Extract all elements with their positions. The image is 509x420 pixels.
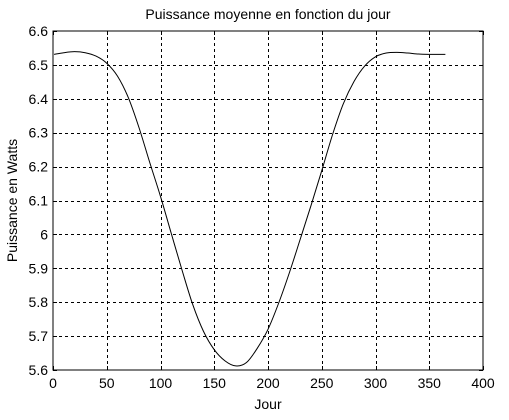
x-tick-label: 0 xyxy=(49,375,57,391)
data-series xyxy=(53,51,446,367)
y-tick-label: 6.5 xyxy=(29,57,49,73)
y-tick-label: 5.6 xyxy=(29,362,49,378)
x-tick-label: 100 xyxy=(149,375,173,391)
y-tick-label: 5.7 xyxy=(29,328,49,344)
plot-frame xyxy=(52,30,484,371)
y-tick-label: 6 xyxy=(40,226,48,242)
x-tick-label: 400 xyxy=(471,375,495,391)
y-tick-label: 6.3 xyxy=(29,125,49,141)
y-tick-label: 6.1 xyxy=(29,193,49,209)
x-tick-label: 300 xyxy=(364,375,388,391)
y-axis-label: Puissance en Watts xyxy=(4,139,20,262)
series-line xyxy=(53,51,446,367)
y-tick-label: 6.2 xyxy=(29,159,49,175)
x-tick-label: 250 xyxy=(310,375,334,391)
chart-title: Puissance moyenne en fonction du jour xyxy=(145,6,390,22)
x-tick-label: 200 xyxy=(256,375,280,391)
x-tick-label: 50 xyxy=(99,375,115,391)
y-tick-label: 6.4 xyxy=(29,91,49,107)
y-tick-labels: 5.6 5.7 5.8 5.9 6 6.1 6.2 6.3 6.4 6.5 6.6 xyxy=(29,23,49,378)
x-axis-label: Jour xyxy=(254,396,282,412)
y-tick-label: 5.9 xyxy=(29,260,49,276)
x-tick-label: 350 xyxy=(418,375,442,391)
y-tick-label: 6.6 xyxy=(29,23,49,39)
y-tick-label: 5.8 xyxy=(29,294,49,310)
x-tick-label: 150 xyxy=(203,375,227,391)
x-tick-labels: 0 50 100 150 200 250 300 350 400 xyxy=(49,375,495,391)
